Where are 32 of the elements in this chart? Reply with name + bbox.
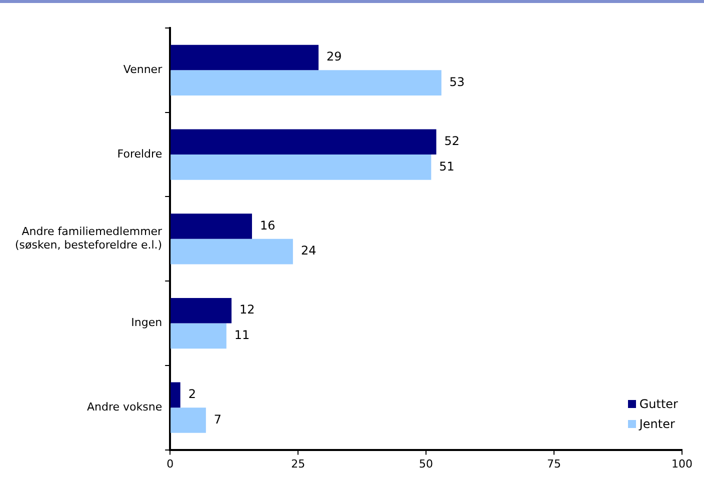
data-label: 52 xyxy=(444,134,460,148)
bar xyxy=(170,408,206,433)
bar xyxy=(170,70,442,96)
bar xyxy=(170,154,432,180)
data-label: 7 xyxy=(214,412,222,426)
data-label: 11 xyxy=(234,328,250,342)
y-tick-label: Venner xyxy=(123,63,163,76)
data-label: 24 xyxy=(300,244,316,258)
bar xyxy=(170,238,293,264)
bar xyxy=(170,298,232,324)
x-tick-label: 25 xyxy=(291,457,306,470)
data-label: 12 xyxy=(240,302,255,317)
x-tick-label: 50 xyxy=(419,457,434,470)
x-tick-label: 100 xyxy=(672,457,692,470)
bar xyxy=(170,214,252,239)
y-tick-label: Andre voksne xyxy=(86,400,162,414)
x-tick-label: 0 xyxy=(166,457,174,470)
y-tick-label: Ingen xyxy=(131,316,162,330)
data-label: 16 xyxy=(260,218,276,232)
legend-label: Gutter xyxy=(639,396,678,413)
bar xyxy=(170,382,180,408)
bar xyxy=(170,44,319,70)
y-tick-label: Andre familiemedlemmer (søsken, besteforeldre e.l.) xyxy=(14,225,163,252)
y-tick-label: Foreldre xyxy=(117,147,162,160)
bar xyxy=(170,323,226,349)
data-label: 29 xyxy=(326,50,342,64)
bar xyxy=(170,129,436,155)
data-label: 53 xyxy=(449,74,465,89)
x-tick-label: 75 xyxy=(547,457,562,470)
data-label: 51 xyxy=(439,159,454,174)
data-label: 2 xyxy=(188,387,196,402)
legend-label: Jenter xyxy=(639,416,675,433)
